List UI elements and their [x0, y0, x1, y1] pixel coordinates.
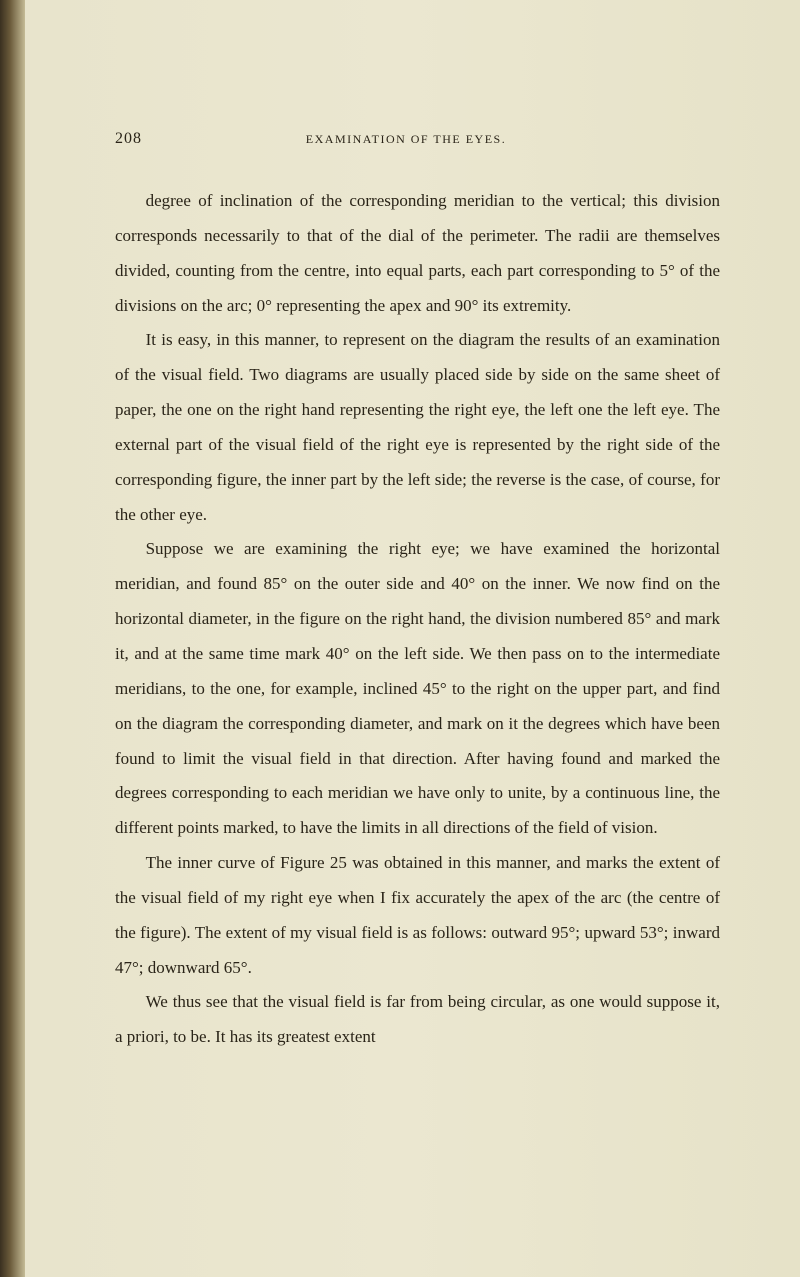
paragraph: It is easy, in this manner, to represent…	[115, 323, 720, 532]
paragraph: degree of inclination of the correspondi…	[115, 184, 720, 323]
paragraph: Suppose we are examining the right eye; …	[115, 532, 720, 846]
body-text: degree of inclination of the correspondi…	[115, 184, 720, 1055]
paragraph: The inner curve of Figure 25 was obtaine…	[115, 846, 720, 985]
page-number: 208	[115, 130, 142, 148]
document-page: 208 EXAMINATION OF THE EYES. degree of i…	[0, 0, 800, 1277]
running-title: EXAMINATION OF THE EYES.	[142, 132, 670, 147]
paragraph: We thus see that the visual field is far…	[115, 985, 720, 1055]
page-header: 208 EXAMINATION OF THE EYES.	[115, 130, 720, 148]
